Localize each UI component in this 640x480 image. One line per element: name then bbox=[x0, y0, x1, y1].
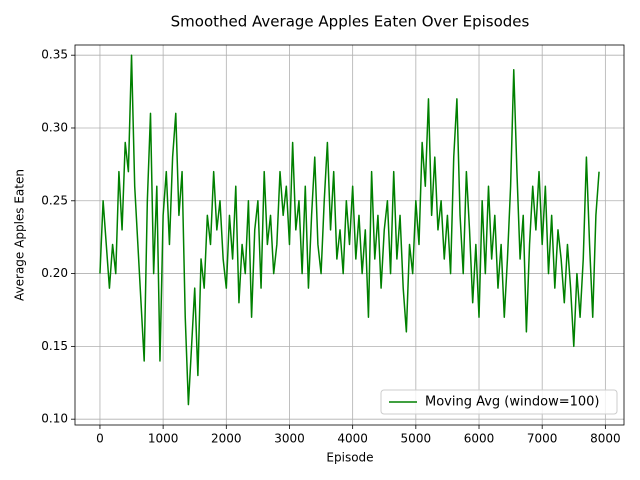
legend-box bbox=[380, 389, 618, 415]
y-tick-label: 0.30 bbox=[41, 120, 68, 134]
x-tick-label: 0 bbox=[96, 432, 104, 446]
x-tick-label: 6000 bbox=[464, 432, 495, 446]
data-line bbox=[99, 54, 600, 406]
chart-title: Smoothed Average Apples Eaten Over Episo… bbox=[171, 13, 530, 31]
y-tick-label: 0.35 bbox=[41, 48, 68, 62]
x-tick-label: 4000 bbox=[337, 432, 368, 446]
y-tick-label: 0.25 bbox=[41, 193, 68, 207]
axes-frame bbox=[74, 44, 625, 426]
legend-label: Moving Avg (window=100) bbox=[425, 395, 599, 410]
x-tick-label: 2000 bbox=[211, 432, 242, 446]
y-tick-label: 0.15 bbox=[41, 339, 68, 353]
x-tick-label: 5000 bbox=[401, 432, 432, 446]
y-axis-label: Average Apples Eaten bbox=[13, 169, 27, 301]
x-tick-label: 3000 bbox=[274, 432, 305, 446]
y-tick-label: 0.20 bbox=[41, 266, 68, 280]
x-tick-label: 7000 bbox=[527, 432, 558, 446]
x-axis-label: Episode bbox=[326, 451, 373, 465]
x-tick-label: 8000 bbox=[590, 432, 621, 446]
x-tick-label: 1000 bbox=[148, 432, 179, 446]
y-tick-label: 0.10 bbox=[41, 412, 68, 426]
